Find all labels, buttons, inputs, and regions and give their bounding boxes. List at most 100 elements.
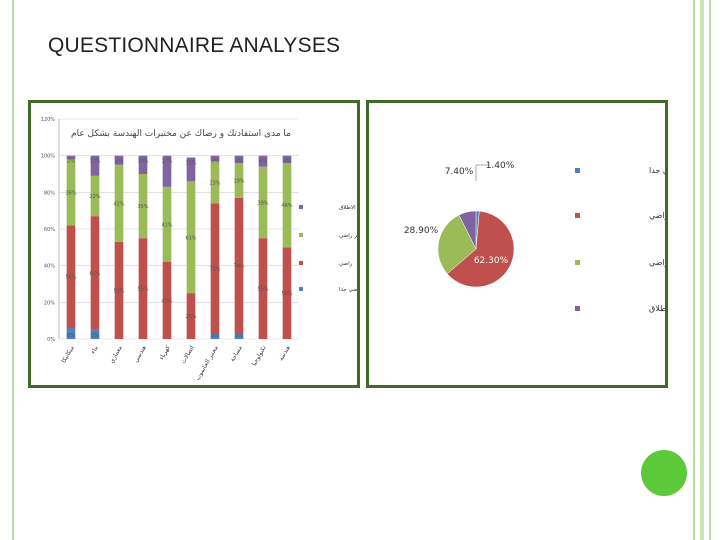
- bar-segment: [138, 238, 148, 339]
- x-tick-label: هندسة: [277, 345, 291, 363]
- bar-segment: [234, 333, 244, 339]
- legend-swatch: [299, 233, 303, 237]
- bar-segment: [234, 155, 244, 163]
- data-label: 5%: [115, 159, 123, 165]
- legend-swatch: [575, 306, 580, 311]
- data-label: 53%: [113, 288, 124, 294]
- bar-segment: [90, 216, 100, 330]
- data-label: 17%: [161, 159, 172, 165]
- x-tick-label: تكنولوجيا: [251, 344, 268, 367]
- bar-segment: [162, 155, 172, 187]
- legend-label: راضي جدا: [649, 166, 665, 175]
- x-tick-label: معماري: [108, 345, 124, 365]
- data-label: 23%: [209, 180, 220, 186]
- pie-slice: [446, 210, 515, 288]
- y-tick-label: 60%: [44, 227, 55, 233]
- bar-segment: [138, 174, 148, 239]
- pie-data-label: 62.30%: [474, 256, 509, 266]
- y-tick-label: 80%: [44, 190, 55, 196]
- bar-segment: [186, 157, 196, 182]
- pie-chart-panel: 1.40% 62.30% 28.90% 7.40% راضي جدا راضي غير را…: [366, 100, 720, 388]
- stacked-bar-chart: 0% 20% 40% 60% 80% 100% 120% ما مدى استفادتك و …: [41, 117, 392, 382]
- bar-segment: [210, 203, 220, 334]
- bar-segment: [90, 329, 100, 339]
- bar-segment: [234, 197, 244, 334]
- data-label: 55%: [137, 287, 148, 293]
- data-label: 5%: [91, 333, 99, 339]
- legend-label: غير راضي على الاطلاق: [649, 304, 665, 313]
- x-tick-label: هندسي: [133, 345, 148, 364]
- bar-segment: [138, 155, 148, 174]
- data-label: 13%: [185, 161, 196, 167]
- data-label: 71%: [209, 266, 220, 272]
- data-label: 6%: [259, 159, 267, 165]
- data-label: 3%: [235, 333, 243, 339]
- x-tick-label: مختبر الحاسوب: [194, 345, 220, 382]
- y-tick-label: 100%: [41, 154, 56, 160]
- bar-segment: [114, 241, 124, 339]
- bar-segment: [258, 238, 268, 339]
- bar-segment: [186, 181, 196, 294]
- data-label: 62%: [89, 271, 100, 277]
- bar-segment: [162, 186, 172, 262]
- bar-segment: [66, 159, 76, 226]
- legend-swatch: [299, 287, 303, 291]
- x-tick-label: كهرباء: [158, 344, 172, 361]
- data-label: 42%: [161, 299, 172, 305]
- data-label: 10%: [137, 159, 148, 165]
- pie-chart: 1.40% 62.30% 28.90% 7.40% راضي جدا راضي غير را…: [404, 161, 720, 313]
- legend-swatch: [299, 261, 303, 265]
- data-label: 6%: [67, 333, 75, 339]
- y-tick-label: 20%: [44, 300, 55, 306]
- y-tick-label: 40%: [44, 264, 55, 270]
- legend-label: راضي: [339, 261, 353, 267]
- data-label: 3%: [211, 159, 219, 165]
- bar-segment: [210, 155, 220, 162]
- legend-swatch: [575, 260, 580, 265]
- data-label: 74%: [233, 264, 244, 270]
- y-tick-label: 0%: [47, 337, 55, 343]
- legend-label: غير راضي على الاطلاق: [339, 205, 357, 211]
- slide-title: QUESTIONNAIRE ANALYSES: [48, 34, 341, 57]
- right-border-line: [700, 0, 704, 540]
- bar-segment: [234, 163, 244, 198]
- bar-segment: [258, 166, 268, 239]
- data-label: 41%: [161, 222, 172, 228]
- data-label: 22%: [89, 194, 100, 200]
- bar-segment: [282, 247, 292, 339]
- bar-segment: [162, 262, 172, 339]
- bar-segment: [66, 225, 76, 328]
- bar-segment: [114, 155, 124, 165]
- bar-segment: [186, 293, 196, 339]
- data-label: 3%: [211, 333, 219, 339]
- x-tick-label: ميكانيكا: [60, 345, 75, 365]
- bar-segment: [66, 155, 76, 160]
- data-label: 46%: [281, 203, 292, 209]
- bar-segment: [90, 155, 100, 176]
- x-tick-label: بناء: [90, 344, 100, 355]
- data-label: 42%: [113, 201, 124, 207]
- pie-slice: [458, 210, 477, 250]
- left-border-line: [12, 0, 14, 540]
- bar-segment: [114, 164, 124, 242]
- data-label: 25%: [185, 314, 196, 320]
- legend-label: غير راضي: [339, 233, 357, 239]
- legend-swatch: [575, 213, 580, 218]
- bar-segment: [210, 333, 220, 339]
- data-label: 56%: [65, 275, 76, 281]
- bar-segment: [282, 155, 292, 163]
- bar-segment: [282, 163, 292, 248]
- pie-data-label: 28.90%: [404, 226, 439, 236]
- legend-swatch: [575, 168, 580, 173]
- pie-data-label: 7.40%: [445, 167, 474, 177]
- bar-segment: [66, 328, 76, 339]
- data-label: 39%: [257, 200, 268, 206]
- legend-label: راضي: [649, 211, 665, 220]
- x-tick-label: مساحة: [229, 345, 244, 364]
- data-label: 35%: [137, 204, 148, 210]
- data-label: 19%: [233, 178, 244, 184]
- bar-segment: [90, 175, 100, 217]
- legend-swatch: [299, 205, 303, 209]
- data-label: 55%: [257, 287, 268, 293]
- right-border-line: [709, 0, 711, 540]
